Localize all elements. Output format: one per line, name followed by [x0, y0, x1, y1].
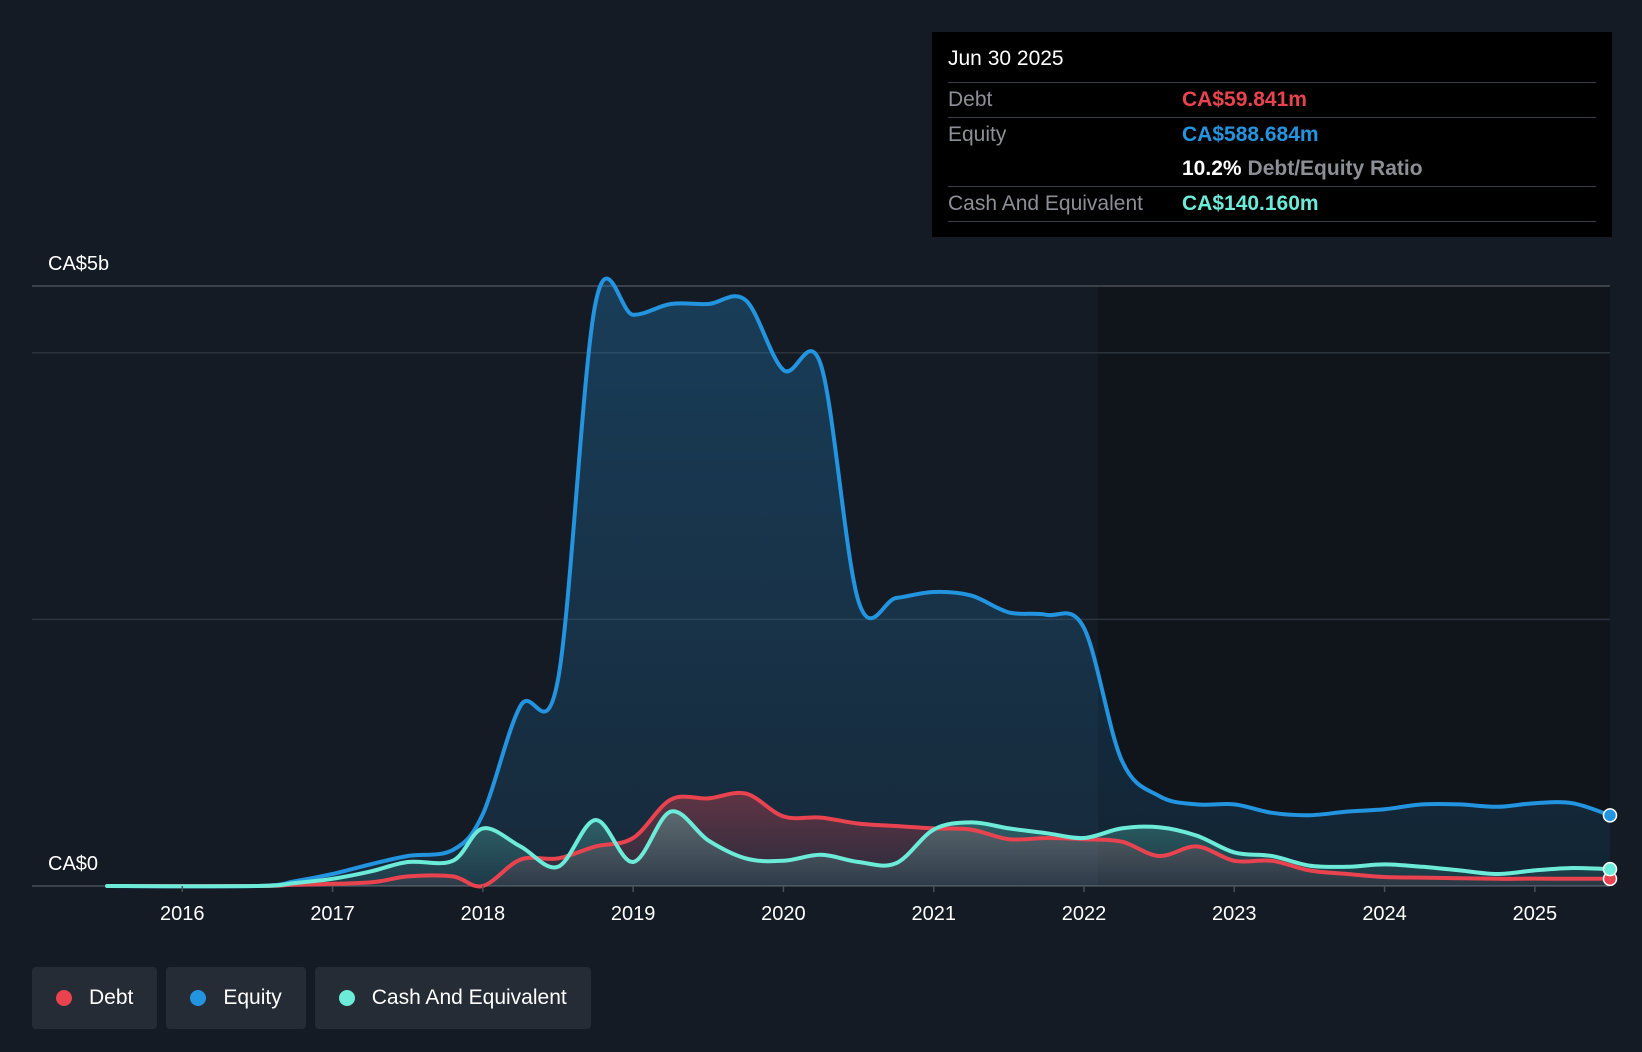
tooltip-cash-label: Cash And Equivalent — [948, 192, 1143, 215]
tooltip-debt-row: Debt CA$59.841m — [948, 82, 1596, 117]
x-tick-label: 2017 — [310, 903, 355, 925]
cash-line — [105, 809, 1612, 889]
tooltip-ratio-label: Debt/Equity Ratio — [1247, 157, 1423, 180]
x-tick-label: 2019 — [611, 903, 656, 925]
legend-dot-cash — [338, 990, 355, 1006]
y-axis-zero-label: CA$0 — [48, 853, 98, 875]
tooltip-ratio-row: 10.2% Debt/Equity Ratio — [948, 152, 1596, 186]
tooltip-panel: Jun 30 2025 Debt CA$59.841m Equity CA$58… — [932, 32, 1612, 237]
y-axis-top-label: CA$5b — [48, 253, 109, 275]
tooltip-cash-value: CA$140.160m — [1182, 192, 1319, 215]
cash-end-point[interactable] — [1602, 861, 1618, 877]
equity-area — [107, 278, 1611, 887]
legend-label-equity: Equity — [223, 986, 282, 1009]
x-tick-label: 2018 — [461, 903, 506, 925]
legend-item-debt[interactable]: Debt — [32, 967, 158, 1029]
legend-label-debt: Debt — [89, 986, 134, 1009]
legend-dot-debt — [56, 990, 72, 1006]
x-tick-label: 2020 — [761, 903, 806, 925]
x-tick-label: 2023 — [1212, 903, 1257, 925]
legend-label-cash: Cash And Equivalent — [371, 986, 567, 1009]
x-tick-label: 2024 — [1362, 903, 1407, 925]
x-tick-label: 2016 — [160, 903, 205, 925]
tooltip-ratio-value: 10.2% — [1182, 157, 1242, 180]
tooltip-equity-row: Equity CA$588.684m — [948, 117, 1596, 152]
tooltip-equity-value: CA$588.684m — [1182, 123, 1319, 146]
legend-item-equity[interactable]: Equity — [166, 967, 306, 1029]
legend-dot-equity — [190, 990, 207, 1006]
tooltip-debt-value: CA$59.841m — [1182, 88, 1307, 111]
x-tick-label: 2025 — [1513, 903, 1558, 925]
plot-background-recent — [1098, 286, 1610, 886]
equity-line — [105, 276, 1612, 889]
tooltip-debt-label: Debt — [948, 88, 993, 111]
tooltip-equity-label: Equity — [948, 123, 1007, 146]
legend-item-cash[interactable]: Cash And Equivalent — [314, 967, 591, 1029]
equity-end-point[interactable] — [1602, 808, 1618, 823]
x-tick-label: 2021 — [911, 903, 956, 925]
tooltip-cash-row: Cash And Equivalent CA$140.160m — [948, 186, 1596, 222]
chart-legend: Debt Equity Cash And Equivalent — [32, 967, 591, 1029]
debt-line — [105, 790, 1612, 889]
tooltip-date: Jun 30 2025 — [948, 47, 1064, 70]
x-tick-label: 2022 — [1062, 903, 1107, 925]
